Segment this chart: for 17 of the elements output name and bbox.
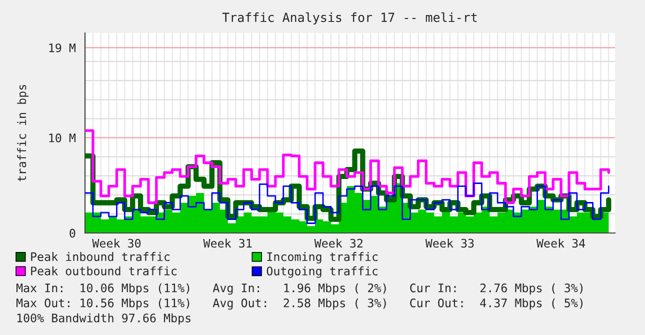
x-tick-label: Week 30 [92, 238, 141, 248]
y-axis-title: traffic in bps [17, 84, 28, 182]
chart-title: Traffic Analysis for 17 -- meli-rt [222, 12, 477, 24]
legend-label: Peak inbound traffic [31, 252, 170, 262]
y-tick-label: 10 M [49, 134, 76, 142]
text: 100% Bandwidth 97.66 Mbps [17, 313, 190, 325]
x-tick-label: Week 33 [425, 238, 474, 248]
legend-label: Peak outbound traffic [31, 266, 177, 276]
text: Max In: 10.06 Mbps (11%) Avg In: 1.96 Mbps ( 2%) Cur In: 2.76 Mbps ( 3%) [16, 283, 583, 295]
legend-label: Outgoing traffic [266, 266, 378, 278]
x-tick-label: Week 31 [203, 238, 252, 248]
y-tick-label: 19 M [49, 43, 76, 52]
x-tick-label: Week 32 [314, 238, 362, 248]
legend-label: Incoming traffic [267, 252, 378, 264]
text: Max Out: 10.56 Mbps (11%) Avg Out: 2.58 Mbps ( 3%) Cur Out: 4.37 Mbps ( 5%) [16, 298, 583, 310]
y-tick-label: 0 [70, 228, 76, 238]
x-tick-label: Week 34 [536, 238, 586, 248]
